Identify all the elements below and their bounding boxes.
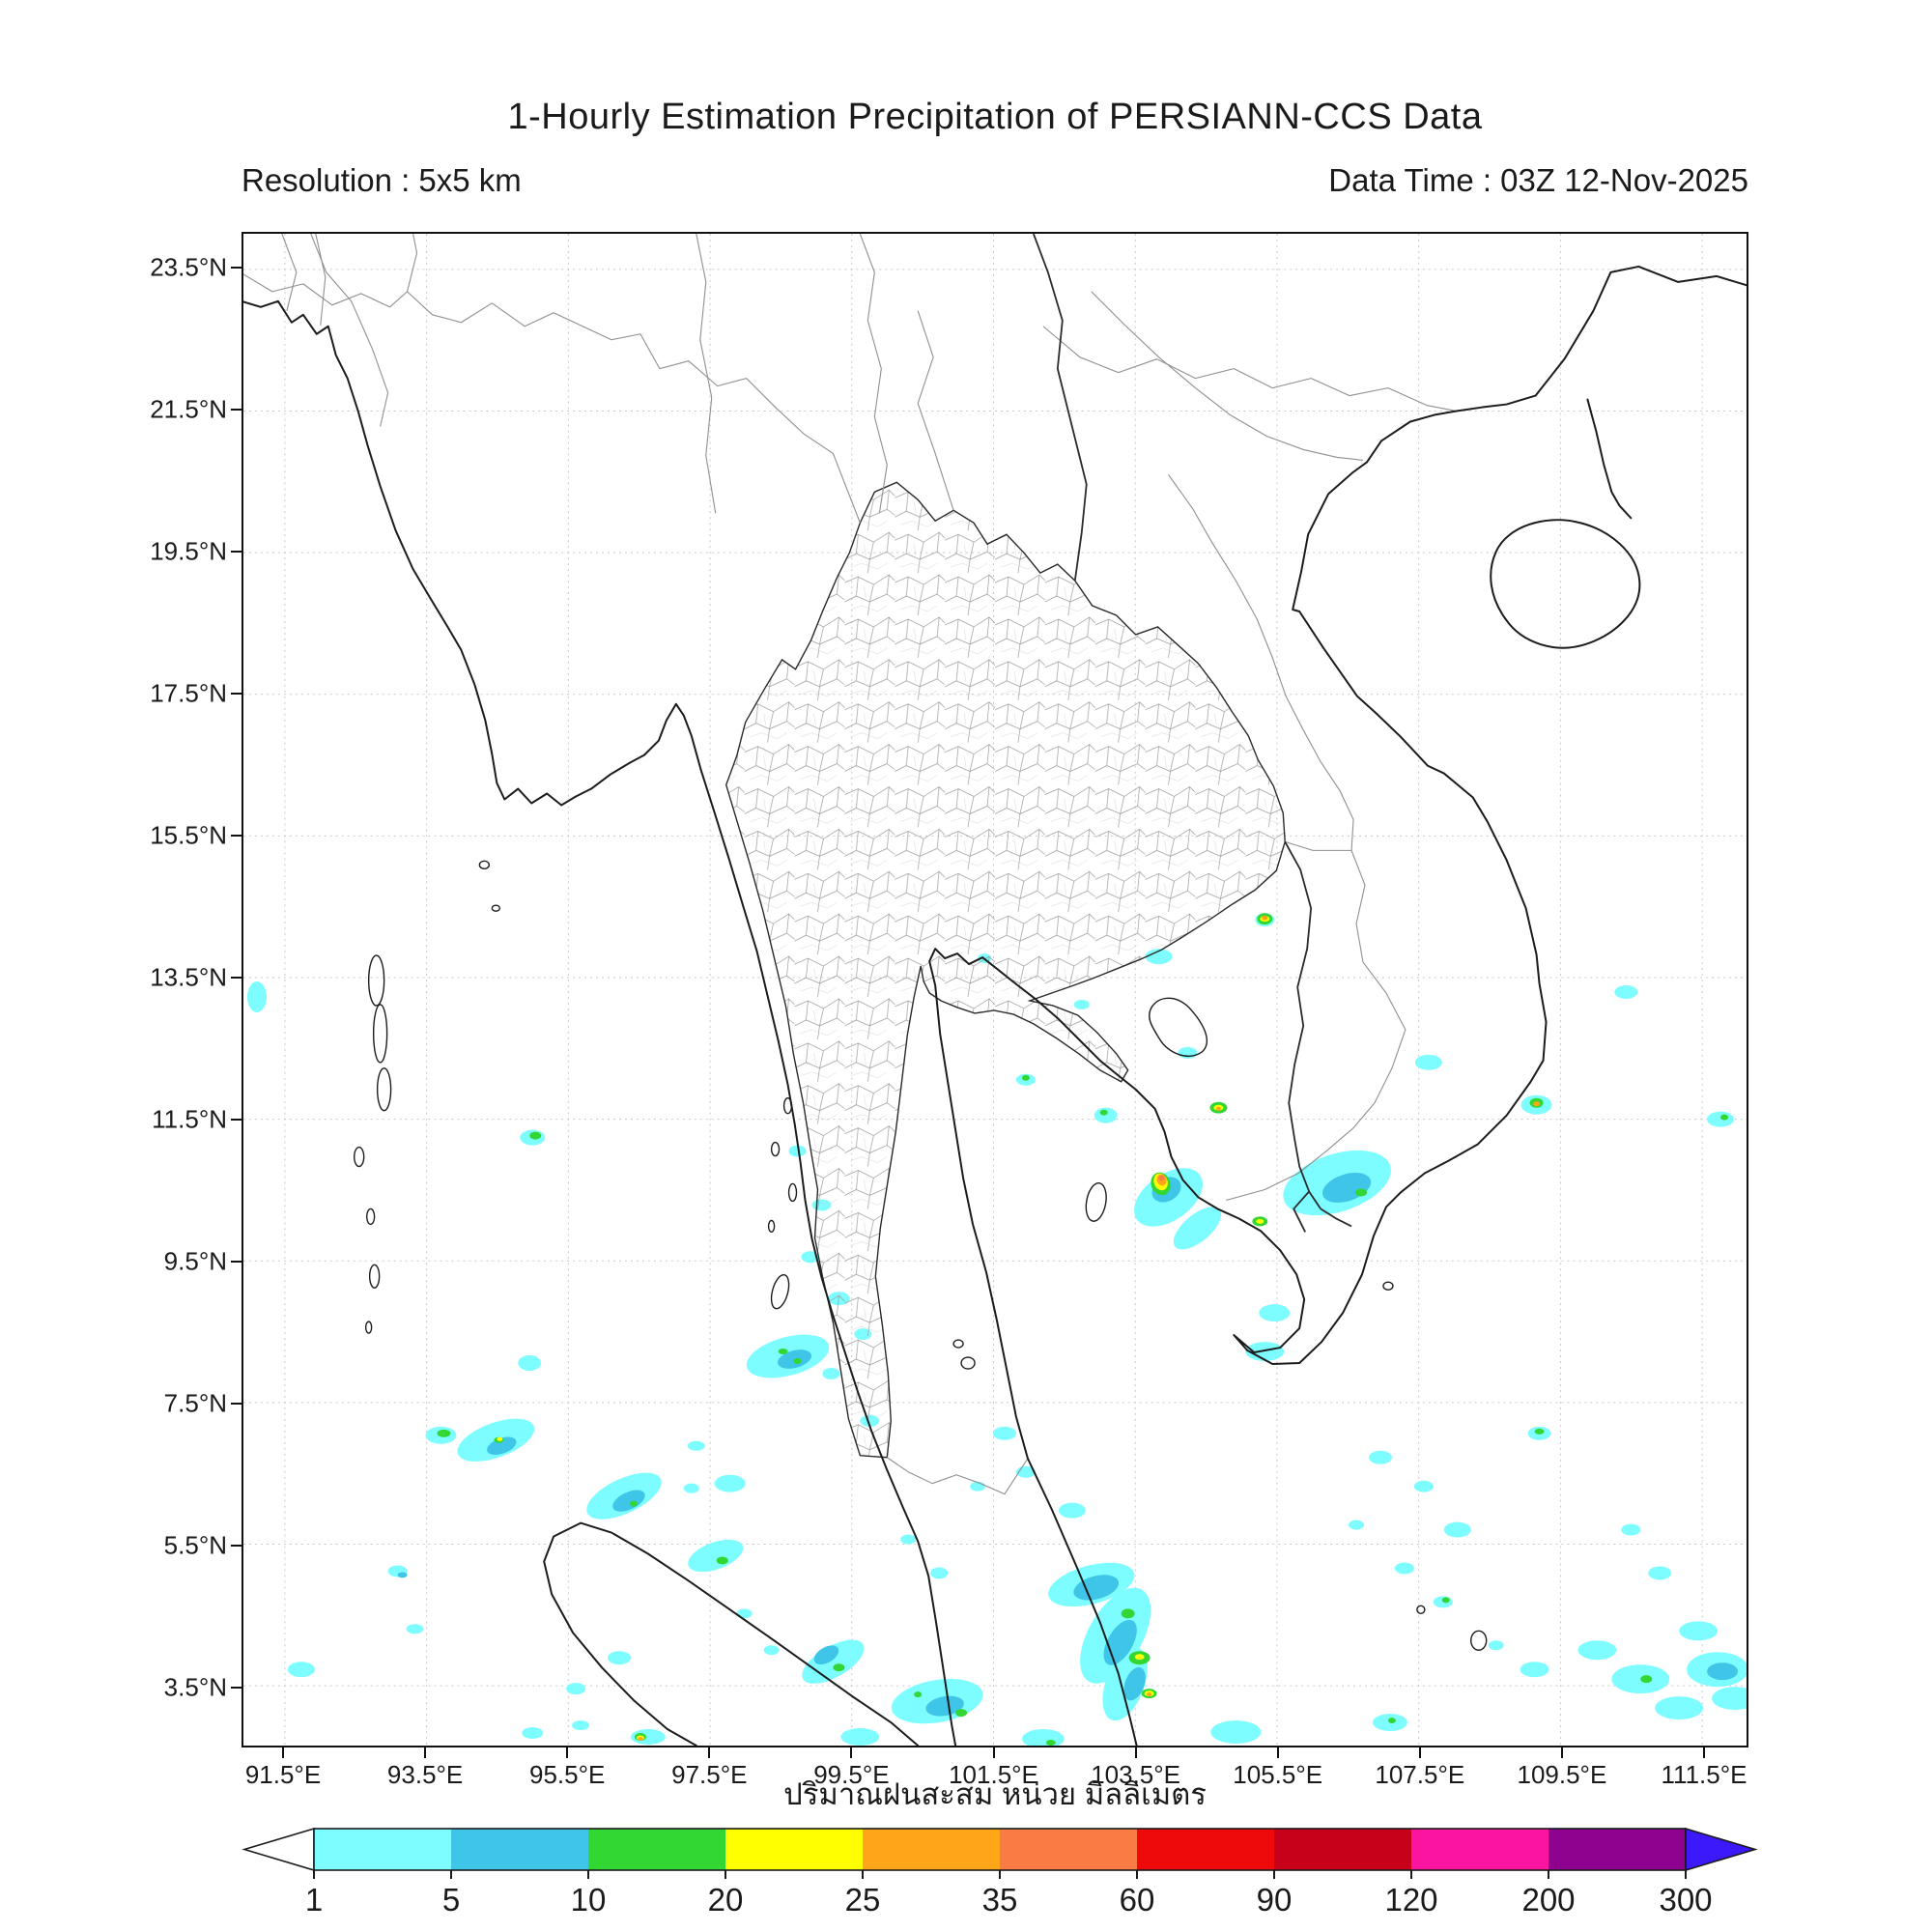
map-plot-area bbox=[242, 232, 1748, 1747]
colorbar-tick-label: 35 bbox=[982, 1882, 1018, 1918]
x-tick-mark bbox=[1135, 1747, 1137, 1758]
y-tick-label: 17.5°N bbox=[126, 679, 227, 709]
precipitation-layer-moderate-rain bbox=[300, 1167, 1738, 1746]
colorbar-tick-label: 60 bbox=[1120, 1882, 1155, 1918]
y-tick-label: 13.5°N bbox=[126, 963, 227, 993]
y-tick-label: 21.5°N bbox=[126, 395, 227, 425]
thailand-provinces bbox=[726, 482, 1286, 1457]
colorbar-tick-label: 25 bbox=[845, 1882, 881, 1918]
colorbar-tick-label: 300 bbox=[1659, 1882, 1712, 1918]
precipitation-layer-heavy-rain bbox=[330, 913, 1728, 1746]
y-tick-label: 9.5°N bbox=[126, 1247, 227, 1277]
colorbar-tick-label: 90 bbox=[1257, 1882, 1293, 1918]
y-tick-mark bbox=[231, 1261, 242, 1263]
y-tick-mark bbox=[231, 835, 242, 837]
colorbar-segment bbox=[1274, 1829, 1411, 1870]
x-tick-mark bbox=[850, 1747, 852, 1758]
x-tick-mark bbox=[566, 1747, 568, 1758]
colorbar-segment bbox=[1411, 1829, 1548, 1870]
x-tick-mark bbox=[1561, 1747, 1563, 1758]
colorbar-segment bbox=[451, 1829, 588, 1870]
colorbar: 1 5 10 20 25 35 60 90 120 200 300 bbox=[0, 1816, 1932, 1932]
colorbar-tick-label: 10 bbox=[571, 1882, 607, 1918]
x-tick-mark bbox=[708, 1747, 710, 1758]
y-tick-mark bbox=[231, 1403, 242, 1405]
tonle-sap-lake bbox=[1150, 998, 1208, 1056]
y-tick-mark bbox=[231, 1119, 242, 1121]
islands bbox=[355, 861, 1487, 1650]
colorbar-segment bbox=[1000, 1829, 1137, 1870]
colorbar-tick-label: 1 bbox=[305, 1882, 323, 1918]
colorbar-overflow-arrow bbox=[1686, 1829, 1755, 1870]
colorbar-caption-thai: ปริมาณฝนสะสม หน่วย มิลลิเมตร bbox=[242, 1770, 1748, 1818]
y-tick-label: 11.5°N bbox=[126, 1105, 227, 1135]
colorbar-underflow-arrow bbox=[244, 1829, 314, 1870]
colorbar-segment bbox=[1137, 1829, 1274, 1870]
weather-map-page: 1-Hourly Estimation Precipitation of PER… bbox=[0, 0, 1932, 1932]
y-tick-mark bbox=[231, 551, 242, 553]
y-tick-label: 7.5°N bbox=[126, 1389, 227, 1419]
x-tick-mark bbox=[424, 1747, 426, 1758]
y-tick-mark bbox=[231, 409, 242, 411]
y-tick-label: 3.5°N bbox=[126, 1673, 227, 1703]
x-tick-mark bbox=[1419, 1747, 1421, 1758]
y-tick-label: 23.5°N bbox=[126, 253, 227, 283]
data-time-label: Data Time : 03Z 12-Nov-2025 bbox=[242, 162, 1748, 199]
colorbar-segment bbox=[863, 1829, 1000, 1870]
y-tick-mark bbox=[231, 693, 242, 695]
colorbar-segment bbox=[588, 1829, 725, 1870]
colorbar-tick-label: 120 bbox=[1384, 1882, 1437, 1918]
x-tick-mark bbox=[282, 1747, 284, 1758]
precipitation-layer-light-rain bbox=[243, 913, 1747, 1746]
map-canvas bbox=[243, 234, 1747, 1746]
y-tick-label: 15.5°N bbox=[126, 821, 227, 851]
x-tick-mark bbox=[1703, 1747, 1705, 1758]
y-tick-label: 5.5°N bbox=[126, 1531, 227, 1561]
colorbar-segment bbox=[725, 1829, 863, 1870]
y-tick-mark bbox=[231, 1545, 242, 1547]
y-tick-label: 19.5°N bbox=[126, 537, 227, 567]
y-tick-mark bbox=[231, 977, 242, 979]
colorbar-segment bbox=[1548, 1829, 1686, 1870]
precipitation-layer-extreme-rain bbox=[1159, 1176, 1165, 1181]
colorbar-segment bbox=[314, 1829, 451, 1870]
colorbar-tick-label: 5 bbox=[442, 1882, 460, 1918]
y-tick-mark bbox=[231, 1687, 242, 1689]
x-tick-mark bbox=[993, 1747, 995, 1758]
colorbar-tick-label: 200 bbox=[1521, 1882, 1575, 1918]
page-title: 1-Hourly Estimation Precipitation of PER… bbox=[242, 97, 1748, 138]
colorbar-tick-label: 20 bbox=[708, 1882, 744, 1918]
y-tick-mark bbox=[231, 267, 242, 269]
x-tick-mark bbox=[1277, 1747, 1279, 1758]
